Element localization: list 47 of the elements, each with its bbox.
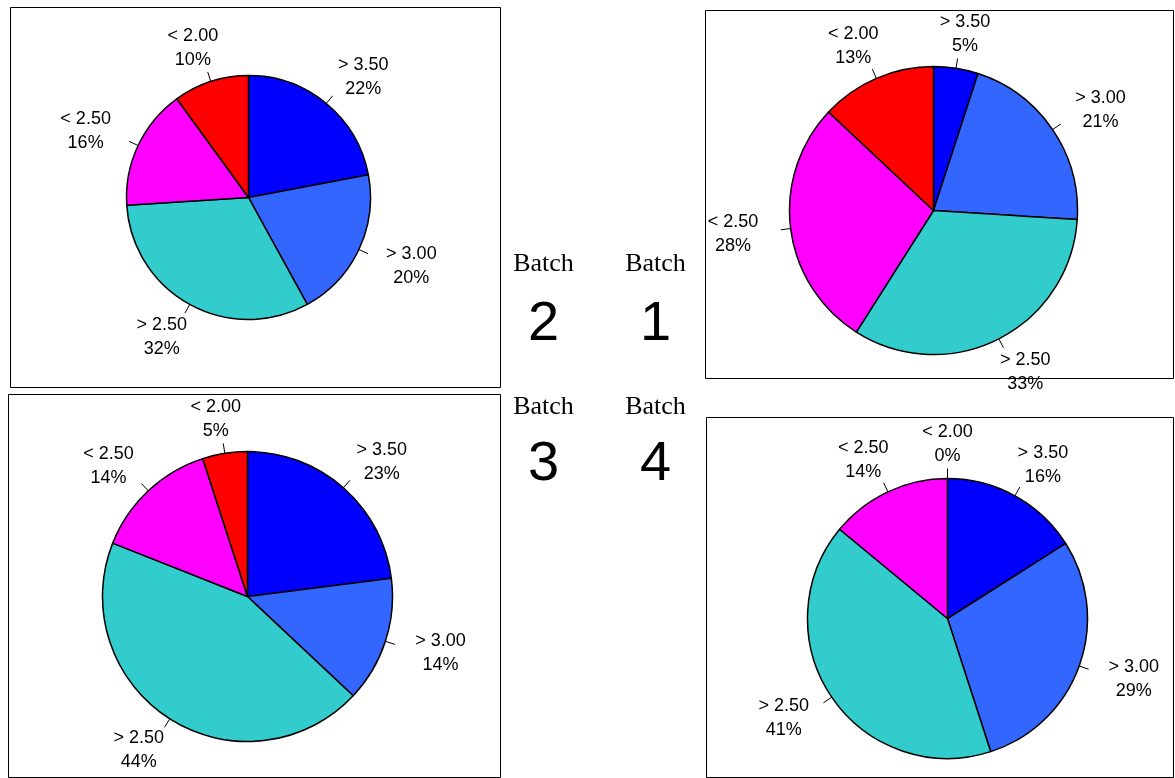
- data-label: 44%: [120, 751, 157, 772]
- data-label: 10%: [174, 49, 211, 70]
- slice-label: > 2.50: [999, 348, 1051, 369]
- data-label: 21%: [1082, 111, 1119, 132]
- slice-label: < 2.00: [167, 25, 219, 46]
- slice-label: > 3.00: [415, 630, 466, 651]
- slice-label: > 3.50: [939, 10, 991, 31]
- data-label: 23%: [363, 462, 400, 483]
- legend-label: < 2.50: [707, 211, 759, 232]
- data-label: 5%: [952, 34, 979, 55]
- slice-label: < 2.50: [83, 442, 134, 463]
- data-label: 14%: [422, 654, 459, 675]
- slice-label: > 2.50: [113, 727, 164, 748]
- data-label: 20%: [393, 266, 430, 287]
- slice-label: > 3.00: [1108, 656, 1160, 677]
- chart-subtitle: 4: [639, 428, 672, 492]
- data-label: 13%: [835, 47, 872, 68]
- slice-label: > 3.00: [386, 242, 437, 263]
- text: Batch: [513, 248, 574, 277]
- category-label: < 2.00: [922, 420, 973, 441]
- data-label: 32%: [143, 337, 180, 358]
- slice-label: < 2.00: [190, 395, 242, 416]
- slice-label: < 2.50: [837, 437, 889, 458]
- slice-label: < 2.00: [828, 23, 879, 44]
- data-label: 14%: [90, 466, 127, 487]
- data-label: 22%: [345, 77, 382, 98]
- data-label: 16%: [67, 132, 104, 153]
- slice-label: > 3.50: [356, 438, 408, 459]
- text: 2: [527, 288, 560, 352]
- text: 1: [639, 288, 672, 352]
- slice-label: > 3.00: [1075, 87, 1126, 108]
- text: 0%: [934, 444, 961, 465]
- data-label: 29%: [1115, 680, 1152, 701]
- data-label: 41%: [765, 719, 802, 740]
- slice-label: < 2.50: [60, 108, 111, 129]
- text: Batch: [625, 248, 686, 277]
- slice-label: > 2.50: [758, 695, 810, 716]
- data-label: 16%: [1024, 466, 1061, 487]
- slice-label: > 3.50: [1017, 442, 1069, 463]
- data-label: 28%: [715, 235, 752, 256]
- text: 3: [527, 428, 560, 492]
- slice-label: > 3.50: [337, 53, 389, 74]
- slice-label: > 2.50: [136, 313, 188, 334]
- data-label: 5%: [202, 419, 229, 440]
- chart-title: Batch: [625, 391, 686, 420]
- data-label: 14%: [845, 461, 882, 482]
- text: Batch: [513, 391, 574, 420]
